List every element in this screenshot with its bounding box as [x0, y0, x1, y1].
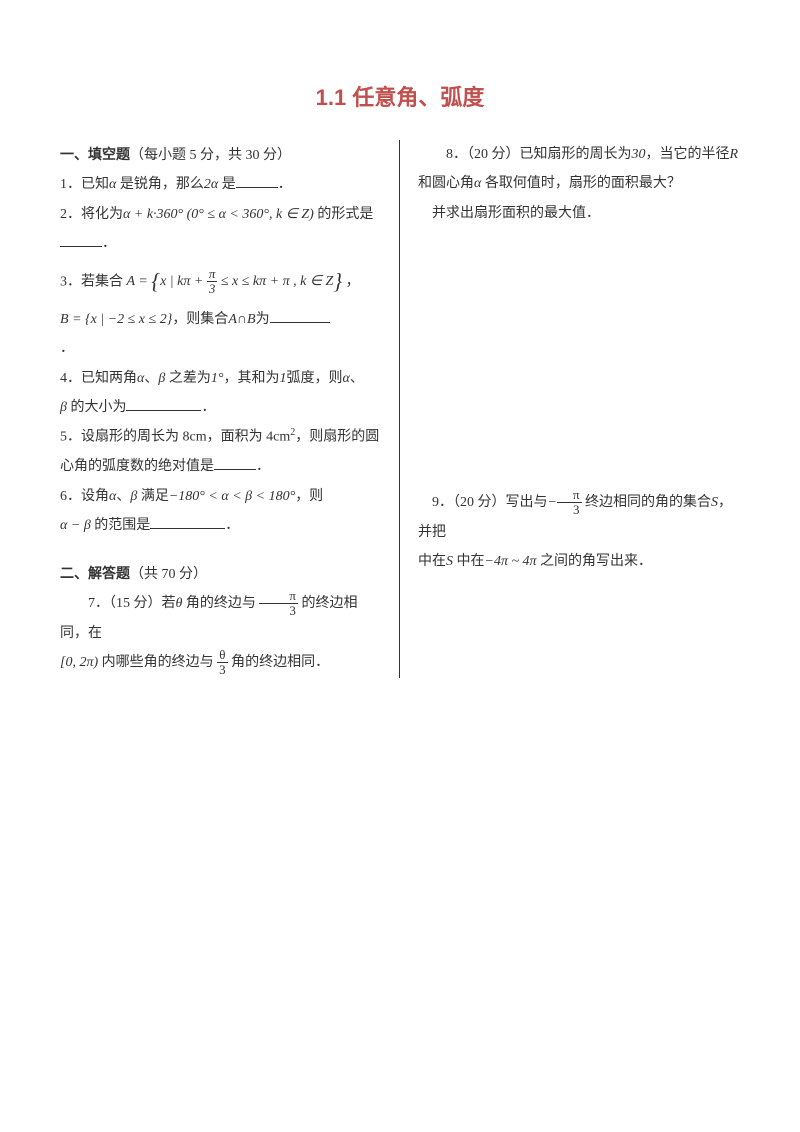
- section1-header: 一、填空题（每小题 5 分，共 30 分）: [60, 140, 381, 170]
- q5-blank: [214, 455, 256, 470]
- q2-expr: α + k·360°: [123, 207, 183, 222]
- alpha-minus-beta: α − β: [60, 518, 91, 533]
- q3-setA: A = {x | kπ + π3 ≤ x ≤ kπ + π , k ∈ Z}: [127, 274, 346, 289]
- q9-a: 9．（20 分）写出与: [432, 495, 548, 510]
- q5-a: 5．设扇形的周长为 8cm，面积为 4cm: [60, 430, 290, 445]
- q3-endrow: ．: [60, 334, 381, 363]
- q4-end: ．: [201, 400, 215, 415]
- q8: 8．（20 分）已知扇形的周长为30，当它的半径R 和圆心角α 各取何值时，扇形…: [418, 140, 740, 199]
- q1-text-c: 是: [218, 177, 236, 192]
- q7-interval: [0, 2π): [60, 655, 98, 670]
- q6-ineq: −180° < α < β < 180°: [169, 489, 295, 504]
- q5-end: ．: [256, 459, 270, 474]
- q9-e: 之间的角写出来．: [537, 554, 653, 569]
- q4-f: 、: [350, 371, 364, 386]
- q6-line2: α − β 的范围是 ．: [60, 511, 381, 540]
- q6: 6．设角α、β 满足−180° < α < β < 180°，则: [60, 482, 381, 511]
- q2-blank: [60, 232, 102, 247]
- q6-c: 满足: [137, 489, 169, 504]
- q9-range: −4π ~ 4π: [485, 554, 537, 569]
- q1-text-a: 1．已知: [60, 177, 109, 192]
- q8-a: 8．（20 分）已知扇形的周长为: [446, 147, 632, 162]
- q8-d: 各取何值时，扇形的面积最大？: [481, 176, 681, 191]
- frac-theta-3: θ3: [217, 648, 228, 678]
- q6-d: ，则: [295, 489, 323, 504]
- q2-text-b: 的形式是: [314, 207, 374, 222]
- S-2: S: [446, 554, 453, 569]
- q2-paren: (0° ≤ α < 360°, k ∈ Z): [183, 207, 314, 222]
- spacer: [418, 228, 740, 488]
- right-column: 8．（20 分）已知扇形的周长为30，当它的半径R 和圆心角α 各取何值时，扇形…: [400, 140, 740, 678]
- q4-line2: β 的大小为 ．: [60, 393, 381, 422]
- q6-end: ．: [225, 518, 239, 533]
- q7-b: 角的终边与: [182, 596, 256, 611]
- q3b-text-a: ，则集合: [172, 312, 228, 327]
- q1-text-b: 是锐角，那么: [116, 177, 204, 192]
- section2-note: （共 70 分）: [130, 567, 207, 582]
- section1-note: （每小题 5 分，共 30 分）: [130, 148, 291, 163]
- q7-line2: [0, 2π) 内哪些角的终边与 θ3 角的终边相同．: [60, 648, 381, 678]
- neg: −: [548, 495, 557, 510]
- one-deg: 1°: [211, 371, 224, 386]
- q6-a: 6．设角: [60, 489, 109, 504]
- q4-d: ，其和为: [223, 371, 279, 386]
- q6-e: 的范围是: [91, 518, 151, 533]
- q9-line2: 中在S 中在−4π ~ 4π 之间的角写出来．: [418, 547, 740, 576]
- q7: 7．（15 分）若θ 角的终边与 π3 的终边相同，在: [60, 589, 381, 648]
- thirty: 30: [632, 147, 646, 162]
- q4-b: 、: [144, 371, 158, 386]
- frac-pi-3-b: π3: [259, 589, 298, 619]
- q7-d: 内哪些角的终边与: [98, 655, 214, 670]
- q9: 9．（20 分）写出与−π3 终边相同的角的集合S，并把: [418, 488, 740, 547]
- q3-end: ，: [346, 274, 360, 289]
- q3b: B = {x | −2 ≤ x ≤ 2}，则集合A∩B为: [60, 305, 381, 334]
- q8-line2: 并求出扇形面积的最大值．: [418, 199, 740, 228]
- q4-c: 之差为: [165, 371, 211, 386]
- q2-end: ．: [102, 236, 116, 251]
- frac-pi-3-c: π3: [557, 488, 582, 518]
- section2-heading: 二、解答题: [60, 565, 130, 581]
- R: R: [730, 147, 739, 162]
- q1-end: ．: [278, 177, 292, 192]
- q3-blank: [270, 308, 330, 323]
- q8-c: 和圆心角: [418, 176, 474, 191]
- q3b-text-c: 为: [256, 312, 270, 327]
- alpha-4b: α: [342, 371, 349, 386]
- frac-pi-3-a: π3: [207, 267, 218, 297]
- q2-text-a: 2．将化为: [60, 207, 123, 222]
- q7-e: 角的终边相同．: [228, 655, 330, 670]
- two-alpha: 2α: [204, 177, 218, 192]
- q1-blank: [236, 173, 278, 188]
- q4-a: 4．已知两角: [60, 371, 137, 386]
- S: S: [711, 495, 718, 510]
- q3-AcapB: A∩B: [228, 312, 255, 327]
- q9-mid: 中在: [453, 554, 485, 569]
- q3-setB: B = {x | −2 ≤ x ≤ 2}: [60, 312, 172, 327]
- section1-heading: 一、填空题: [60, 146, 130, 162]
- q8-e: 并求出扇形面积的最大值．: [432, 206, 600, 221]
- q9-b: 终边相同的角的集合: [582, 495, 712, 510]
- q9-pre: 中在: [418, 554, 446, 569]
- content-columns: 一、填空题（每小题 5 分，共 30 分） 1．已知α 是锐角，那么2α 是． …: [60, 140, 740, 678]
- q2: 2．将化为α + k·360° (0° ≤ α < 360°, k ∈ Z) 的…: [60, 200, 381, 259]
- q7-a: 7．（15 分）若: [88, 596, 176, 611]
- q1: 1．已知α 是锐角，那么2α 是．: [60, 170, 381, 199]
- section2-header: 二、解答题（共 70 分）: [60, 559, 381, 589]
- q6-blank: [150, 514, 225, 529]
- q3-text-a: 3．若集合: [60, 274, 123, 289]
- q4-blank: [126, 396, 201, 411]
- q4: 4．已知两角α、β 之差为1°，其和为1弧度，则α、: [60, 364, 381, 393]
- q4-g: 的大小为: [67, 400, 127, 415]
- q3: 3．若集合 A = {x | kπ + π3 ≤ x ≤ kπ + π , k …: [60, 259, 381, 305]
- page-title: 1.1 任意角、弧度: [60, 80, 740, 112]
- q8-b: ，当它的半径: [646, 147, 730, 162]
- left-column: 一、填空题（每小题 5 分，共 30 分） 1．已知α 是锐角，那么2α 是． …: [60, 140, 400, 678]
- beta-4b: β: [60, 400, 67, 415]
- q4-e: 弧度，则: [286, 371, 342, 386]
- q5: 5．设扇形的周长为 8cm，面积为 4cm2，则扇形的圆心角的弧度数的绝对值是．: [60, 422, 381, 481]
- q6-b: 、: [116, 489, 130, 504]
